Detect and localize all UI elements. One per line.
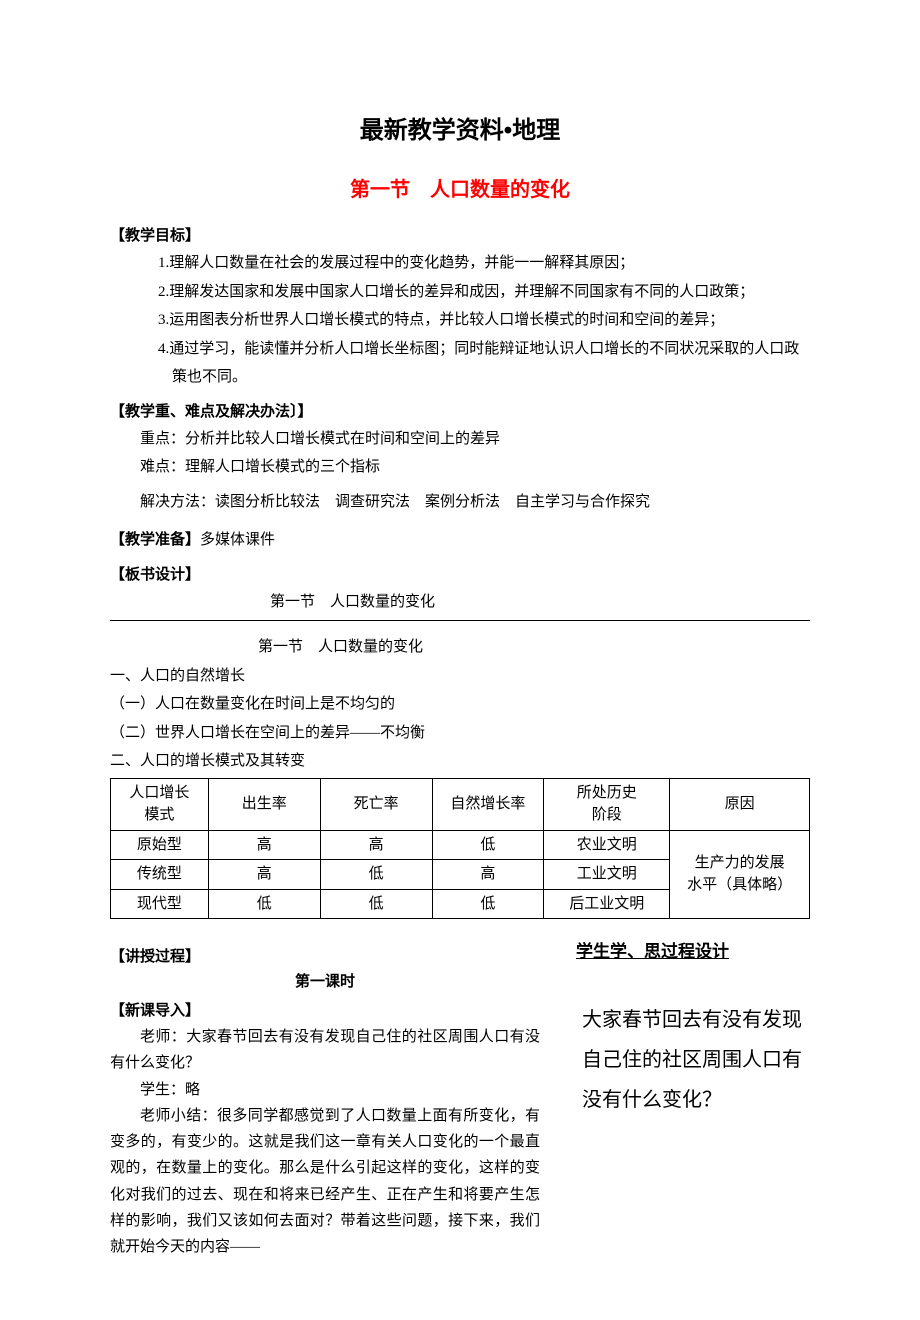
student-para: 学生：略 — [110, 1077, 540, 1103]
cell: 原始型 — [111, 830, 209, 860]
objectives-list: 1.理解人口数量在社会的发展过程中的变化趋势，并能一一解释其原因； 2.理解发达… — [110, 249, 810, 392]
two-column-layout: 【讲授过程】 第一课时 【新课导入】 老师：大家春节回去有没有发现自己住的社区周… — [110, 937, 810, 1260]
student-thinking-heading: 学生学、思过程设计 — [568, 937, 810, 962]
lesson-number: 第一课时 — [110, 970, 540, 991]
right-column: 学生学、思过程设计 大家春节回去有没有发现自己住的社区周围人口有没有什么变化？ — [568, 937, 810, 1260]
intro-heading: 【新课导入】 — [110, 999, 540, 1020]
outline-h2: 二、人口的增长模式及其转变 — [110, 747, 810, 776]
cell: 传统型 — [111, 860, 209, 890]
th-birth: 出生率 — [208, 778, 320, 830]
board-title: 第一节 人口数量的变化 — [110, 588, 810, 617]
keypoint-line: 解决方法：读图分析比较法 调查研究法 案例分析法 自主学习与合作探究 — [140, 488, 810, 517]
cell: 高 — [208, 830, 320, 860]
keypoints-block: 重点：分析并比较人口增长模式在时间和空间上的差异 难点：理解人口增长模式的三个指… — [110, 425, 810, 517]
main-title: 最新教学资料•地理 — [110, 110, 810, 145]
cell: 高 — [320, 830, 432, 860]
objective-item: 3.运用图表分析世界人口增长模式的特点，并比较人口增长模式的时间和空间的差异； — [158, 306, 810, 335]
cell: 农业文明 — [544, 830, 670, 860]
cell: 低 — [320, 860, 432, 890]
right-question: 大家春节回去有没有发现自己住的社区周围人口有没有什么变化？ — [568, 962, 810, 1120]
prep-heading: 【教学准备】 — [110, 532, 200, 548]
th-mode: 人口增长 模式 — [111, 778, 209, 830]
objectives-heading: 【教学目标】 — [110, 224, 810, 245]
page: 最新教学资料•地理 第一节 人口数量的变化 【教学目标】 1.理解人口数量在社会… — [0, 0, 920, 1320]
objective-item: 2.理解发达国家和发展中国家人口增长的差异和成因，并理解不同国家有不同的人口政策… — [158, 278, 810, 307]
keypoint-line: 重点：分析并比较人口增长模式在时间和空间上的差异 — [140, 425, 810, 454]
cell: 后工业文明 — [544, 889, 670, 919]
prep-text: 多媒体课件 — [200, 532, 275, 548]
cell: 高 — [208, 860, 320, 890]
th-natural: 自然增长率 — [432, 778, 544, 830]
objective-item: 1.理解人口数量在社会的发展过程中的变化趋势，并能一一解释其原因； — [158, 249, 810, 278]
cell: 低 — [320, 889, 432, 919]
teacher-para-1: 老师：大家春节回去有没有发现自己住的社区周围人口有没有什么变化？ — [110, 1024, 540, 1077]
objective-item: 4.通过学习，能读懂并分析人口增长坐标图；同时能辩证地认识人口增长的不同状况采取… — [158, 335, 810, 392]
th-reason: 原因 — [670, 778, 810, 830]
keypoint-line: 难点：理解人口增长模式的三个指标 — [140, 453, 810, 482]
cell: 低 — [208, 889, 320, 919]
divider — [110, 620, 810, 621]
cell: 工业文明 — [544, 860, 670, 890]
sub-title: 第一节 人口数量的变化 — [110, 173, 810, 202]
left-column: 【讲授过程】 第一课时 【新课导入】 老师：大家春节回去有没有发现自己住的社区周… — [110, 937, 540, 1260]
outline-p1: （一）人口在数量变化在时间上是不均匀的 — [110, 690, 810, 719]
outline-p2: （二）世界人口增长在空间上的差异——不均衡 — [110, 719, 810, 748]
keypoints-heading: 【教学重、难点及解决办法〕】 — [110, 400, 810, 421]
table-row: 原始型 高 高 低 农业文明 生产力的发展 水平（具体略） — [111, 830, 810, 860]
outline-title: 第一节 人口数量的变化 — [110, 633, 810, 662]
cell-merged-reason: 生产力的发展 水平（具体略） — [670, 830, 810, 919]
cell: 低 — [432, 830, 544, 860]
table-row: 人口增长 模式 出生率 死亡率 自然增长率 所处历史 阶段 原因 — [111, 778, 810, 830]
board-heading: 【板书设计】 — [110, 563, 810, 584]
growth-table: 人口增长 模式 出生率 死亡率 自然增长率 所处历史 阶段 原因 原始型 高 高… — [110, 778, 810, 920]
th-death: 死亡率 — [320, 778, 432, 830]
th-stage: 所处历史 阶段 — [544, 778, 670, 830]
cell: 低 — [432, 889, 544, 919]
cell: 现代型 — [111, 889, 209, 919]
prep-line: 【教学准备】多媒体课件 — [110, 526, 810, 555]
process-heading: 【讲授过程】 — [110, 945, 540, 966]
teacher-para-2: 老师小结：很多同学都感觉到了人口数量上面有所变化，有变多的，有变少的。这就是我们… — [110, 1103, 540, 1261]
cell: 高 — [432, 860, 544, 890]
outline-h1: 一、人口的自然增长 — [110, 662, 810, 691]
